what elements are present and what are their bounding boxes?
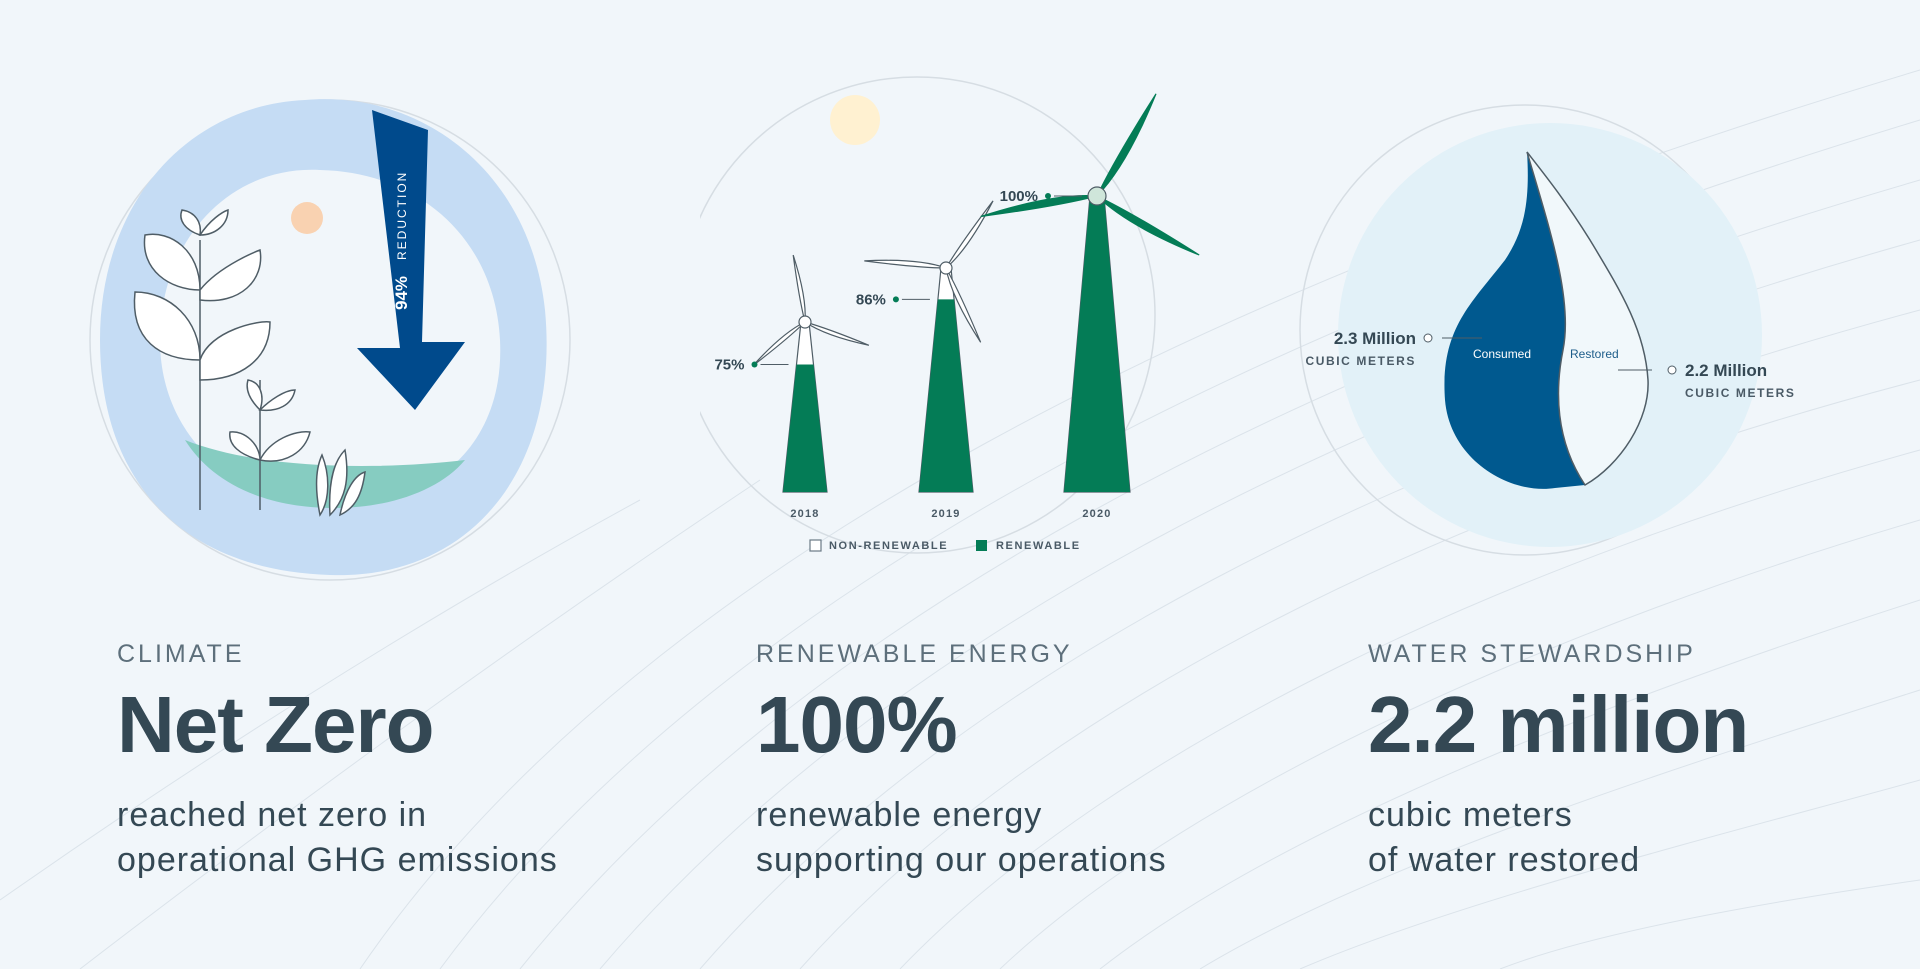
climate-description: reached net zero in operational GHG emis…: [117, 793, 558, 883]
climate-desc-line-1: reached net zero in: [117, 796, 428, 834]
turbine-hub: [939, 261, 953, 275]
water-drop-consumed: [1444, 152, 1585, 489]
turbine-blade: [945, 267, 982, 343]
consumed-unit: CUBIC METERS: [1305, 354, 1416, 368]
water-category: WATER STEWARDSHIP: [1368, 640, 1696, 668]
renewable-stat: RENEWABLE ENERGY 100% renewable energy s…: [756, 640, 1167, 883]
consumed-value: 2.3 Million: [1334, 329, 1416, 348]
water-illustration: Consumed Restored 2.3 Million CUBIC METE…: [1299, 104, 1796, 556]
x-tick-label: 2018: [790, 508, 819, 520]
consumed-label: Consumed: [1473, 347, 1531, 361]
turbine-hub: [798, 315, 812, 329]
value-callout-dot: [751, 361, 758, 368]
x-tick-label: 2020: [1082, 508, 1111, 520]
consumed-callout-dot: [1423, 333, 1433, 343]
water-drop-restored: [1526, 151, 1649, 486]
reduction-label: REDUCTION: [395, 171, 409, 260]
value-label: 86%: [856, 291, 886, 308]
turbine-blade: [1096, 195, 1200, 256]
water-stat: WATER STEWARDSHIP 2.2 million cubic mete…: [1368, 640, 1749, 883]
climate-desc-line-2: operational GHG emissions: [117, 840, 558, 879]
turbine-blade: [804, 321, 870, 346]
renewable-desc-line-2: supporting our operations: [756, 840, 1167, 879]
renewable-headline: 100%: [756, 680, 958, 769]
legend-label-renewable: RENEWABLE: [996, 540, 1081, 552]
chart-outline-ring: [700, 76, 1156, 554]
renewable-bar: [919, 299, 973, 492]
renewable-bar: [1064, 196, 1130, 492]
renewable-category: RENEWABLE ENERGY: [756, 640, 1073, 668]
climate-illustration: 94% REDUCTION: [89, 99, 571, 581]
restored-callout-dot: [1667, 365, 1677, 375]
legend-label-non-renewable: NON-RENEWABLE: [829, 540, 948, 552]
turbine-blade: [1096, 93, 1157, 197]
climate-stat: CLIMATE Net Zero reached net zero in ope…: [117, 640, 558, 883]
restored-label: Restored: [1570, 347, 1619, 361]
climate-headline: Net Zero: [117, 680, 434, 769]
renewable-desc-line-1: renewable energy: [756, 796, 1043, 834]
value-label: 75%: [714, 357, 744, 374]
restored-unit: CUBIC METERS: [1685, 386, 1796, 400]
turbine-blade: [945, 200, 994, 269]
turbine-blade: [980, 195, 1098, 218]
legend-swatch-non-renewable: [809, 539, 822, 552]
renewable-chart: 75% 2018 86% 2019 100% 2020 NON-RENEWABLE REN…: [700, 76, 1200, 554]
turbine-blade: [864, 259, 947, 269]
restored-value: 2.2 Million: [1685, 361, 1767, 380]
water-headline: 2.2 million: [1368, 680, 1749, 769]
value-label: 100%: [1000, 188, 1038, 205]
renewable-description: renewable energy supporting our operatio…: [756, 793, 1167, 883]
renewable-bar: [783, 364, 827, 492]
legend-swatch-renewable: [976, 540, 987, 551]
reduction-arrow: [357, 110, 465, 410]
climate-category: CLIMATE: [117, 640, 245, 668]
turbine-blade: [792, 254, 806, 323]
water-description: cubic meters of water restored: [1368, 793, 1748, 883]
value-callout-dot: [892, 296, 899, 303]
water-desc-line-1: cubic meters: [1368, 796, 1573, 834]
sun-icon: [830, 95, 880, 145]
reduction-percent: 94%: [392, 276, 411, 310]
value-callout-dot: [1045, 193, 1051, 199]
sun-icon: [291, 202, 323, 234]
x-tick-label: 2019: [931, 508, 960, 520]
turbine-hub: [1087, 186, 1107, 206]
plant-icon: [133, 208, 366, 517]
water-desc-line-2: of water restored: [1368, 840, 1641, 879]
